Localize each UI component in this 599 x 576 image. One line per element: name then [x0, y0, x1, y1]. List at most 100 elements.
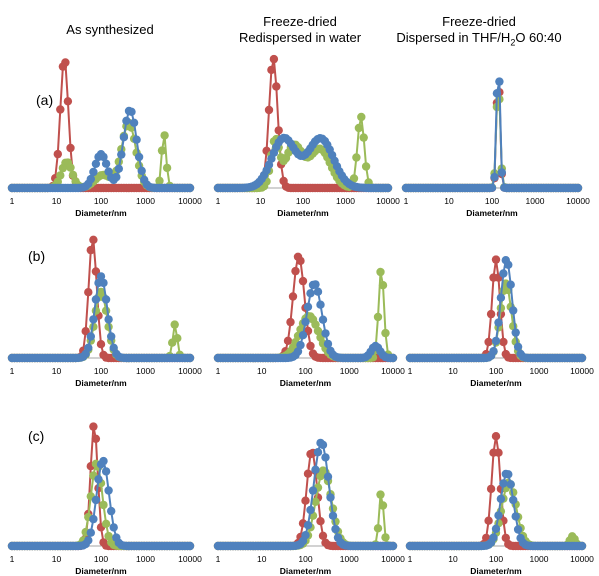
data-point-red — [96, 340, 106, 349]
data-point-blue — [104, 486, 113, 495]
data-point-green — [99, 500, 108, 510]
data-point-blue — [117, 150, 126, 159]
data-point-red — [272, 82, 281, 91]
data-point-green — [373, 312, 383, 322]
data-point-blue — [129, 118, 139, 128]
data-point-blue — [509, 306, 518, 315]
column-header-as-synthesized: As synthesized — [30, 22, 190, 38]
data-point-red — [66, 143, 75, 153]
data-point-blue — [137, 166, 146, 175]
chart-panel-a1: 1 10 100 1000 10000 Diameter/nm — [7, 58, 202, 218]
data-point-green — [101, 519, 111, 528]
data-point-green — [173, 334, 182, 343]
x-tick-label: 100 — [94, 366, 108, 376]
data-point-red — [283, 336, 293, 345]
data-point-blue — [504, 470, 513, 479]
data-point-green — [155, 176, 164, 185]
data-point-red — [56, 105, 65, 114]
data-point-green — [68, 170, 78, 180]
x-tick-label: 1000 — [136, 366, 155, 376]
x-tick-label: 1000 — [526, 196, 545, 206]
data-point-blue — [499, 269, 508, 278]
data-point-red — [264, 105, 274, 115]
x-tick-label: 10000 — [570, 366, 594, 376]
data-point-green — [66, 163, 75, 172]
x-tick-label: 1000 — [340, 366, 359, 376]
data-point-green — [160, 131, 169, 140]
chart-panel-b1: 1 10 100 1000 10000 Diameter/nm — [7, 235, 202, 388]
data-point-blue — [104, 315, 113, 324]
data-point-blue — [89, 514, 98, 524]
column-header-line: Dispersed in THF/H2O 60:40 — [384, 30, 574, 51]
x-tick-label: 10 — [257, 366, 267, 376]
data-point-blue — [313, 448, 323, 457]
data-point-green — [373, 524, 383, 533]
x-tick-label: 1000 — [336, 196, 355, 206]
data-point-red — [63, 97, 73, 106]
data-point-blue — [321, 329, 330, 338]
data-point-blue — [293, 347, 303, 356]
data-point-blue — [489, 533, 498, 542]
data-point-blue — [107, 332, 116, 341]
data-point-blue — [101, 295, 111, 304]
data-point-blue — [513, 342, 523, 351]
chart-panel-b2: 1 10 100 1000 10000 Diameter/nm — [213, 252, 405, 388]
data-point-red — [298, 276, 308, 286]
data-point-red — [269, 54, 279, 64]
x-tick-label: 100 — [489, 554, 503, 564]
x-tick-label: 10000 — [381, 554, 405, 564]
data-point-blue — [489, 347, 498, 356]
x-axis-label: Diameter/nm — [75, 208, 127, 218]
data-point-blue — [496, 293, 506, 302]
column-header-line: Freeze-dried — [442, 14, 516, 29]
data-point-blue — [506, 280, 515, 289]
data-point-red — [316, 517, 325, 526]
data-point-blue — [323, 339, 333, 349]
x-tick-label: 10000 — [178, 366, 202, 376]
data-point-green — [354, 123, 364, 133]
data-point-blue — [499, 479, 508, 488]
data-point-green — [313, 326, 323, 336]
data-point-blue — [323, 472, 333, 481]
x-tick-label: 100 — [94, 196, 108, 206]
x-axis-label: Diameter/nm — [277, 208, 329, 218]
column-header-line: Freeze-dried — [263, 14, 337, 29]
x-tick-label: 10 — [448, 554, 458, 564]
data-point-blue — [101, 467, 111, 476]
data-point-blue — [306, 289, 315, 298]
data-point-red — [491, 255, 501, 264]
data-point-red — [89, 235, 98, 244]
data-point-blue — [506, 480, 515, 489]
column-header-text: O 60:40 — [515, 30, 562, 45]
data-point-blue — [296, 340, 305, 350]
x-tick-label: 1 — [10, 366, 15, 376]
chart-panel-a3: 1 10 100 1000 10000 Diameter/nm — [401, 77, 590, 218]
data-point-red — [491, 432, 501, 441]
data-point-green — [361, 162, 371, 171]
column-header-text: Dispersed in THF/H — [396, 30, 511, 45]
data-point-red — [303, 469, 313, 478]
data-point-blue — [99, 152, 108, 162]
data-point-red — [486, 309, 496, 319]
data-point-blue — [91, 295, 101, 304]
x-tick-label: 10000 — [178, 196, 202, 206]
data-point-blue — [511, 328, 520, 337]
x-axis-label: Diameter/nm — [470, 566, 522, 576]
x-axis-label: Diameter/nm — [470, 378, 522, 388]
column-header-subscript: 2 — [510, 37, 516, 48]
data-point-blue — [119, 133, 129, 142]
data-point-red — [486, 484, 496, 494]
data-point-green — [357, 112, 366, 122]
data-point-blue — [122, 116, 131, 126]
x-axis-label: Diameter/nm — [75, 378, 127, 388]
x-tick-label: 1 — [216, 366, 221, 376]
data-point-red — [288, 292, 298, 301]
data-point-blue — [318, 440, 328, 450]
data-point-blue — [107, 506, 116, 516]
data-point-blue — [84, 536, 93, 545]
data-point-blue — [298, 331, 308, 340]
x-tick-label: 100 — [296, 196, 310, 206]
data-point-blue — [509, 495, 518, 505]
data-point-blue — [94, 475, 103, 484]
